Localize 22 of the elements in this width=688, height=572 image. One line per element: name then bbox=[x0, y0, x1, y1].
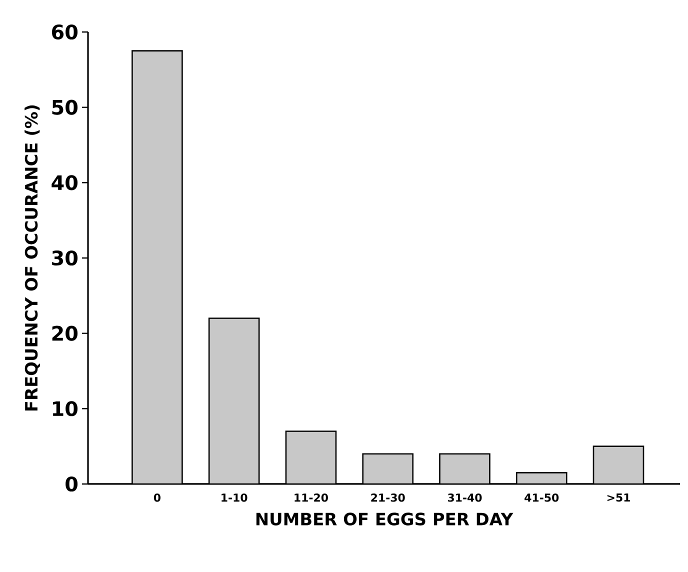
y-tick-label: 30 bbox=[52, 250, 78, 266]
y-axis-title: FREQUENCY OF OCCURANCE (%) bbox=[24, 105, 40, 411]
bar bbox=[208, 318, 260, 484]
x-tick-label: 1-10 bbox=[222, 494, 248, 502]
x-tick-label: 21-30 bbox=[371, 494, 405, 502]
x-tick-label: 31-40 bbox=[448, 494, 482, 502]
y-tick-label: 50 bbox=[52, 100, 78, 115]
bar bbox=[132, 50, 183, 484]
bar bbox=[285, 430, 337, 484]
y-tick-label: 20 bbox=[52, 326, 78, 341]
bar bbox=[362, 453, 414, 484]
x-tick-label: >51 bbox=[607, 494, 630, 502]
x-tick-label: 41-50 bbox=[524, 494, 559, 502]
bar bbox=[439, 453, 490, 484]
x-tick-label: 11-20 bbox=[294, 494, 328, 502]
x-tick-label: 0 bbox=[154, 494, 160, 502]
y-tick-label: 10 bbox=[53, 401, 78, 416]
x-axis-title: NUMBER OF EGGS PER DAY bbox=[256, 512, 514, 526]
y-tick-label: 60 bbox=[52, 24, 78, 40]
y-tick-label: 40 bbox=[52, 175, 78, 190]
y-tick-label: 0 bbox=[66, 476, 78, 492]
bar bbox=[592, 446, 644, 484]
